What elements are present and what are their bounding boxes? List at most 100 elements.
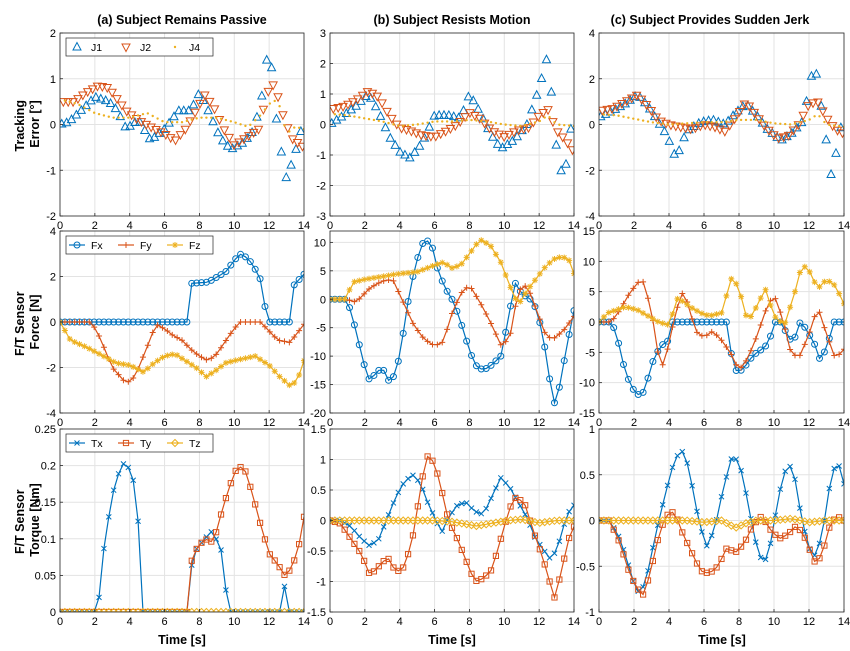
marker-Tx [635,588,642,595]
marker-J1 [483,123,493,133]
x-tick-label: 4 [127,616,133,628]
marker-Fz [821,278,828,285]
marker-J4 [617,114,620,117]
marker-Fz [767,302,774,309]
marker-Tx [429,510,436,516]
marker-J1 [330,117,337,127]
marker-Tx [522,511,529,518]
marker-J1 [375,110,386,120]
marker-Fz [291,379,298,386]
marker-Fz [252,353,259,360]
marker-J2 [808,99,818,109]
marker-Fz [453,263,460,270]
marker-J2 [273,93,283,103]
marker-J4 [641,119,645,122]
marker-Ty [164,608,171,612]
y-tick-label: 0.5 [311,485,326,497]
marker-J2 [333,103,344,114]
marker-Tx [551,550,558,557]
x-tick-label: 2 [92,220,98,232]
x-tick-label: 4 [397,220,403,232]
marker-J4 [715,121,718,124]
y-tick-label: -2 [46,363,56,375]
marker-J2 [219,126,230,136]
marker-Fz [669,311,676,318]
marker-J4 [480,119,483,123]
marker-J2 [117,101,127,111]
marker-Fx [801,323,809,331]
marker-Tz [785,514,795,524]
marker-Fz [738,293,745,300]
marker-Fx [477,365,485,373]
marker-Fz [811,279,818,286]
marker-Fz [198,369,205,376]
y-tick-label: 0 [589,516,595,528]
marker-Fy [752,335,759,342]
marker-J4 [338,113,341,116]
marker-Tx [777,486,784,493]
marker-Ty [669,509,676,516]
marker-Ty [286,567,293,574]
marker-J4 [528,122,532,126]
marker-J1 [478,113,488,123]
marker-Tx [405,475,411,482]
marker-J4 [661,122,664,125]
marker-Fx [115,318,123,326]
marker-Ty [551,594,558,601]
marker-J1 [531,89,542,99]
marker-Tx [101,545,107,552]
marker-Fx [497,352,505,360]
marker-Fy [796,352,803,359]
marker-Fx [246,258,254,266]
marker-J2 [440,127,451,137]
y-tick-label: -10 [310,351,326,363]
marker-Tx [488,495,494,502]
marker-Fy [821,324,828,331]
row-ylabels: Tracking Error [°] F/T Sensor Force [N] … [13,100,42,557]
marker-Fz [561,254,568,261]
marker-Fy [356,295,363,302]
marker-Fy [208,355,215,362]
series-Tz [599,514,844,532]
marker-Fz [522,290,529,297]
marker-Fz [787,304,794,311]
marker-Ty [291,557,298,564]
marker-J2 [602,105,613,115]
marker-Ty [86,608,93,612]
series-J4 [333,113,574,128]
marker-J2 [229,141,239,151]
marker-Tx [120,461,127,467]
marker-J2 [372,92,383,102]
marker-Fz [91,348,98,355]
x-tick-label: 2 [92,417,98,429]
legend-marker-Fx [73,241,81,249]
marker-Tx [738,467,744,474]
marker-Ty [66,608,73,612]
marker-Fx [193,279,201,287]
marker-Fz [517,298,524,305]
marker-Fz [341,296,348,303]
marker-Fy [439,339,446,346]
marker-Fz [100,353,107,360]
marker-J4 [676,122,679,126]
marker-Fy [395,288,402,295]
legend-marker-Tz [170,438,180,448]
marker-J1 [266,62,277,72]
x-tick-label: 2 [631,616,637,628]
marker-Ty [247,483,254,490]
marker-Fz [139,368,146,375]
marker-J1 [217,135,228,145]
x-axis-label-b: Time [s] [428,633,476,647]
marker-J2 [204,97,215,107]
marker-Fy [625,292,632,299]
marker-J1 [242,132,253,142]
marker-Fz [527,283,534,290]
marker-Ty [91,608,98,612]
marker-J4 [489,120,493,124]
marker-Tx [478,510,485,517]
marker-J1 [169,111,179,121]
marker-Tx [375,535,382,542]
marker-Fy [841,346,844,353]
x-tick-label: 12 [263,220,275,232]
